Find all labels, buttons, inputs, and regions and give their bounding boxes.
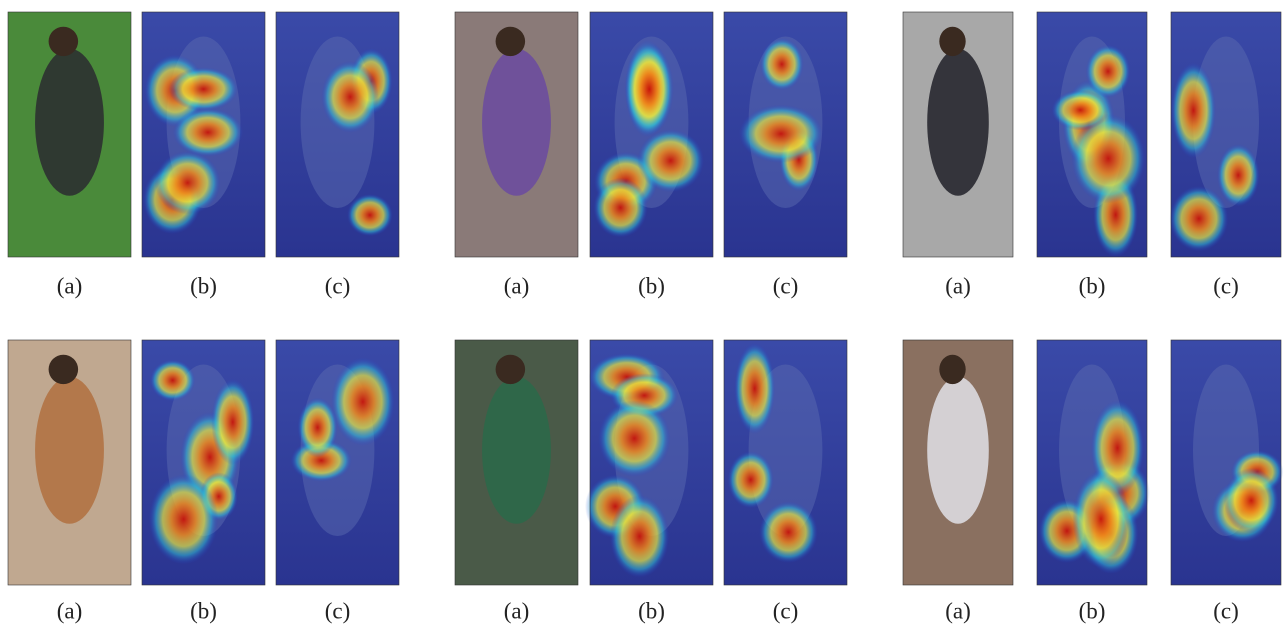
image-panel xyxy=(455,12,578,257)
image-panel xyxy=(8,340,131,585)
heat-blob xyxy=(625,44,674,135)
heat-blob xyxy=(739,105,823,163)
heat-blob xyxy=(728,451,774,508)
heat-blob xyxy=(1171,63,1216,158)
panel-label: (c) xyxy=(1213,273,1239,298)
person-silhouette xyxy=(35,49,104,196)
heat-blob xyxy=(593,178,647,238)
heat-blob xyxy=(155,151,221,214)
image-panel xyxy=(142,340,265,585)
person-silhouette xyxy=(927,49,989,196)
person-head xyxy=(49,27,79,56)
image-panel xyxy=(590,12,713,257)
heat-blob xyxy=(1224,468,1279,533)
panel-label: (c) xyxy=(325,273,351,298)
panel-label: (a) xyxy=(57,273,83,298)
panel-label: (a) xyxy=(57,598,83,623)
panel-label: (a) xyxy=(504,598,530,623)
person-silhouette xyxy=(927,377,989,524)
heat-blob xyxy=(637,129,704,192)
heat-blob xyxy=(298,397,338,457)
heat-blob xyxy=(1072,470,1129,567)
person-head xyxy=(939,27,965,56)
panel-label: (b) xyxy=(638,273,665,298)
person-head xyxy=(939,355,965,384)
person-silhouette xyxy=(482,377,551,524)
panel-label: (a) xyxy=(945,273,971,298)
heat-blob xyxy=(169,67,238,111)
person-head xyxy=(49,355,79,384)
heat-blob xyxy=(150,360,195,401)
heat-blob xyxy=(321,61,379,133)
image-panel xyxy=(903,340,1013,585)
image-panel xyxy=(1037,12,1147,257)
heat-blob xyxy=(1170,186,1229,251)
image-panel xyxy=(1170,12,1281,257)
heat-blob xyxy=(1217,144,1259,206)
person-head xyxy=(496,27,526,56)
person-head xyxy=(496,355,526,384)
heat-blob xyxy=(759,501,818,562)
panel-label: (a) xyxy=(504,273,530,298)
panel-label: (c) xyxy=(325,598,351,623)
heat-blob xyxy=(347,194,393,236)
figure: (a) (b) (c) (a) (b) (c) (a) (b) (c) (a) (b) (c) (a) (… xyxy=(0,0,1284,629)
image-panel xyxy=(724,12,847,257)
image-panel xyxy=(276,12,399,257)
heat-blob xyxy=(1052,90,1109,131)
heat-blob xyxy=(331,358,394,446)
panel-label: (b) xyxy=(190,273,217,298)
heat-blob xyxy=(173,108,243,156)
image-panel xyxy=(1171,340,1283,585)
panel-label: (a) xyxy=(945,598,971,623)
heat-blob xyxy=(598,400,670,477)
person-silhouette xyxy=(482,49,551,196)
image-panel xyxy=(724,340,847,585)
image-panel xyxy=(455,340,578,585)
heat-blob xyxy=(610,495,669,578)
panel-label: (b) xyxy=(1079,273,1106,298)
heat-blob xyxy=(1086,45,1131,98)
heat-blob xyxy=(760,38,804,90)
panel-label: (c) xyxy=(773,273,799,298)
image-panel xyxy=(1037,340,1150,585)
panel-label: (b) xyxy=(1079,598,1106,623)
heat-blob xyxy=(149,474,218,564)
image-panel xyxy=(903,12,1013,257)
image-panel xyxy=(8,12,131,257)
panel-label: (c) xyxy=(1213,598,1239,623)
heat-blob xyxy=(734,343,775,434)
panel-label: (b) xyxy=(190,598,217,623)
panel-label: (b) xyxy=(638,598,665,623)
heat-blob xyxy=(211,379,254,465)
person-silhouette xyxy=(35,377,104,524)
panel-label: (c) xyxy=(773,598,799,623)
image-panel xyxy=(276,340,399,585)
image-panel xyxy=(585,340,713,585)
image-panel xyxy=(142,12,265,257)
